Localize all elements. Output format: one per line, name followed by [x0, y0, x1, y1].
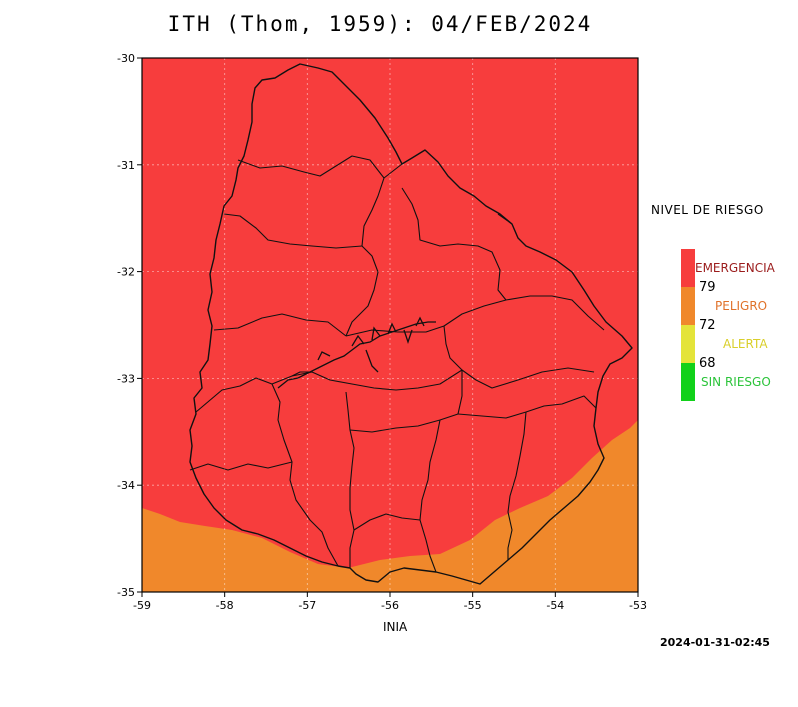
legend-threshold-79: 79	[699, 280, 716, 295]
department-boundaries	[189, 155, 605, 573]
legend-label-emergencia: EMERGENCIA	[695, 261, 775, 275]
legend-swatch-peligro	[681, 287, 695, 325]
legend-swatch-sin-riesgo	[681, 363, 695, 401]
lat-tick-label: -34	[117, 479, 135, 492]
lon-tick-label: -56	[381, 599, 399, 612]
legend-swatch-emergencia	[681, 249, 695, 287]
lon-tick-label: -59	[133, 599, 151, 612]
lat-tick-label: -30	[117, 52, 135, 65]
legend-label-alerta: ALERTA	[723, 337, 768, 351]
source-label: INIA	[383, 620, 408, 634]
lon-tick-label: -54	[546, 599, 564, 612]
map-grid	[142, 58, 638, 592]
peligro-area	[142, 420, 638, 592]
lon-tick-label: -57	[298, 599, 316, 612]
lon-tick-label: -55	[464, 599, 482, 612]
legend-label-peligro: PELIGRO	[715, 299, 768, 313]
lat-tick-label: -31	[117, 159, 135, 172]
rio-negro-lake	[277, 316, 436, 389]
lat-tick-label: -33	[117, 372, 135, 385]
country-outline	[189, 63, 633, 585]
timestamp: 2024-01-31-02:45	[660, 636, 770, 649]
legend-title: NIVEL DE RIESGO	[651, 203, 764, 217]
legend-threshold-72: 72	[699, 318, 716, 333]
legend-swatch-alerta	[681, 325, 695, 363]
lon-tick-label: -58	[216, 599, 234, 612]
legend-label-sin-riesgo: SIN RIESGO	[701, 375, 771, 389]
lon-tick-label: -53	[629, 599, 647, 612]
lat-tick-label: -32	[117, 266, 135, 279]
map-title: ITH (Thom, 1959): 04/FEB/2024	[167, 12, 593, 36]
lat-tick-label: -35	[117, 586, 135, 599]
legend-threshold-68: 68	[699, 356, 716, 371]
